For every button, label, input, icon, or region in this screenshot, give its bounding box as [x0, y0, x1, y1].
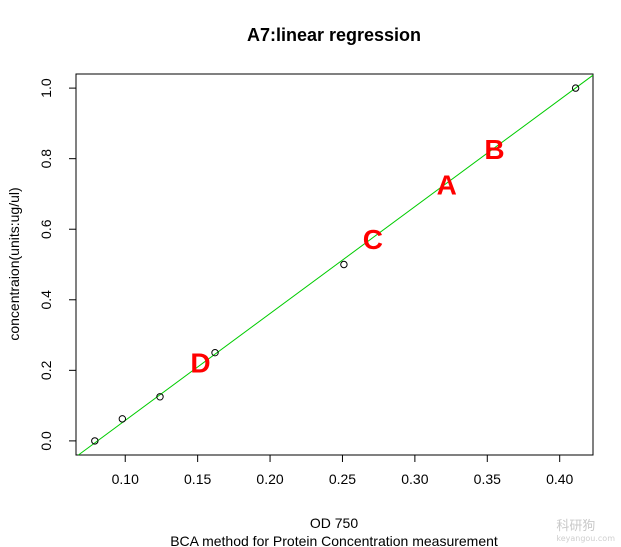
regression-line-group	[78, 74, 594, 456]
x-tick-label: 0.15	[184, 471, 211, 487]
watermark-main: 科研狗	[556, 519, 596, 534]
data-point	[156, 393, 164, 401]
data-point	[340, 260, 348, 269]
annotations: AB C D	[190, 134, 504, 378]
y-tick-label: 0.4	[38, 290, 54, 310]
x-axis: 0.10 0.15 0.20 0.25 0.30 0.35 0.40	[112, 454, 574, 487]
watermark-sub: keyangou.com	[556, 534, 615, 543]
data-point	[571, 84, 580, 92]
data-points	[91, 84, 580, 445]
annotation-label: B	[484, 134, 504, 165]
x-axis-label: OD 750	[310, 515, 358, 531]
annotation-label: A	[437, 169, 457, 200]
annotation-label: D	[190, 347, 210, 378]
y-tick-label: 0.8	[38, 149, 54, 169]
chart-title: A7:linear regression	[247, 25, 421, 45]
x-tick-label: 0.20	[256, 471, 283, 487]
regression-line	[78, 74, 594, 456]
chart-subtitle: BCA method for Protein Concentration mea…	[170, 533, 498, 547]
data-point	[118, 415, 127, 423]
x-tick-label: 0.35	[474, 471, 501, 487]
data-point	[211, 348, 219, 357]
plot-frame	[75, 73, 594, 456]
x-tick-label: 0.10	[112, 471, 139, 487]
data-point	[91, 437, 99, 445]
y-tick-label: 0.2	[38, 360, 54, 380]
y-tick-label: 0.6	[38, 219, 54, 239]
x-tick-label: 0.40	[546, 471, 573, 487]
y-axis: 0.0 0.2 0.4 0.6 0.8 1.0	[38, 78, 77, 451]
y-tick-label: 0.0	[38, 431, 54, 451]
x-tick-label: 0.30	[401, 471, 428, 487]
y-axis-label: concentraion(units:ug/ul)	[6, 187, 22, 340]
annotation-label: C	[363, 224, 383, 255]
watermark: 科研狗 keyangou.com	[556, 515, 615, 543]
y-tick-label: 1.0	[38, 78, 54, 98]
x-tick-label: 0.25	[329, 471, 356, 487]
